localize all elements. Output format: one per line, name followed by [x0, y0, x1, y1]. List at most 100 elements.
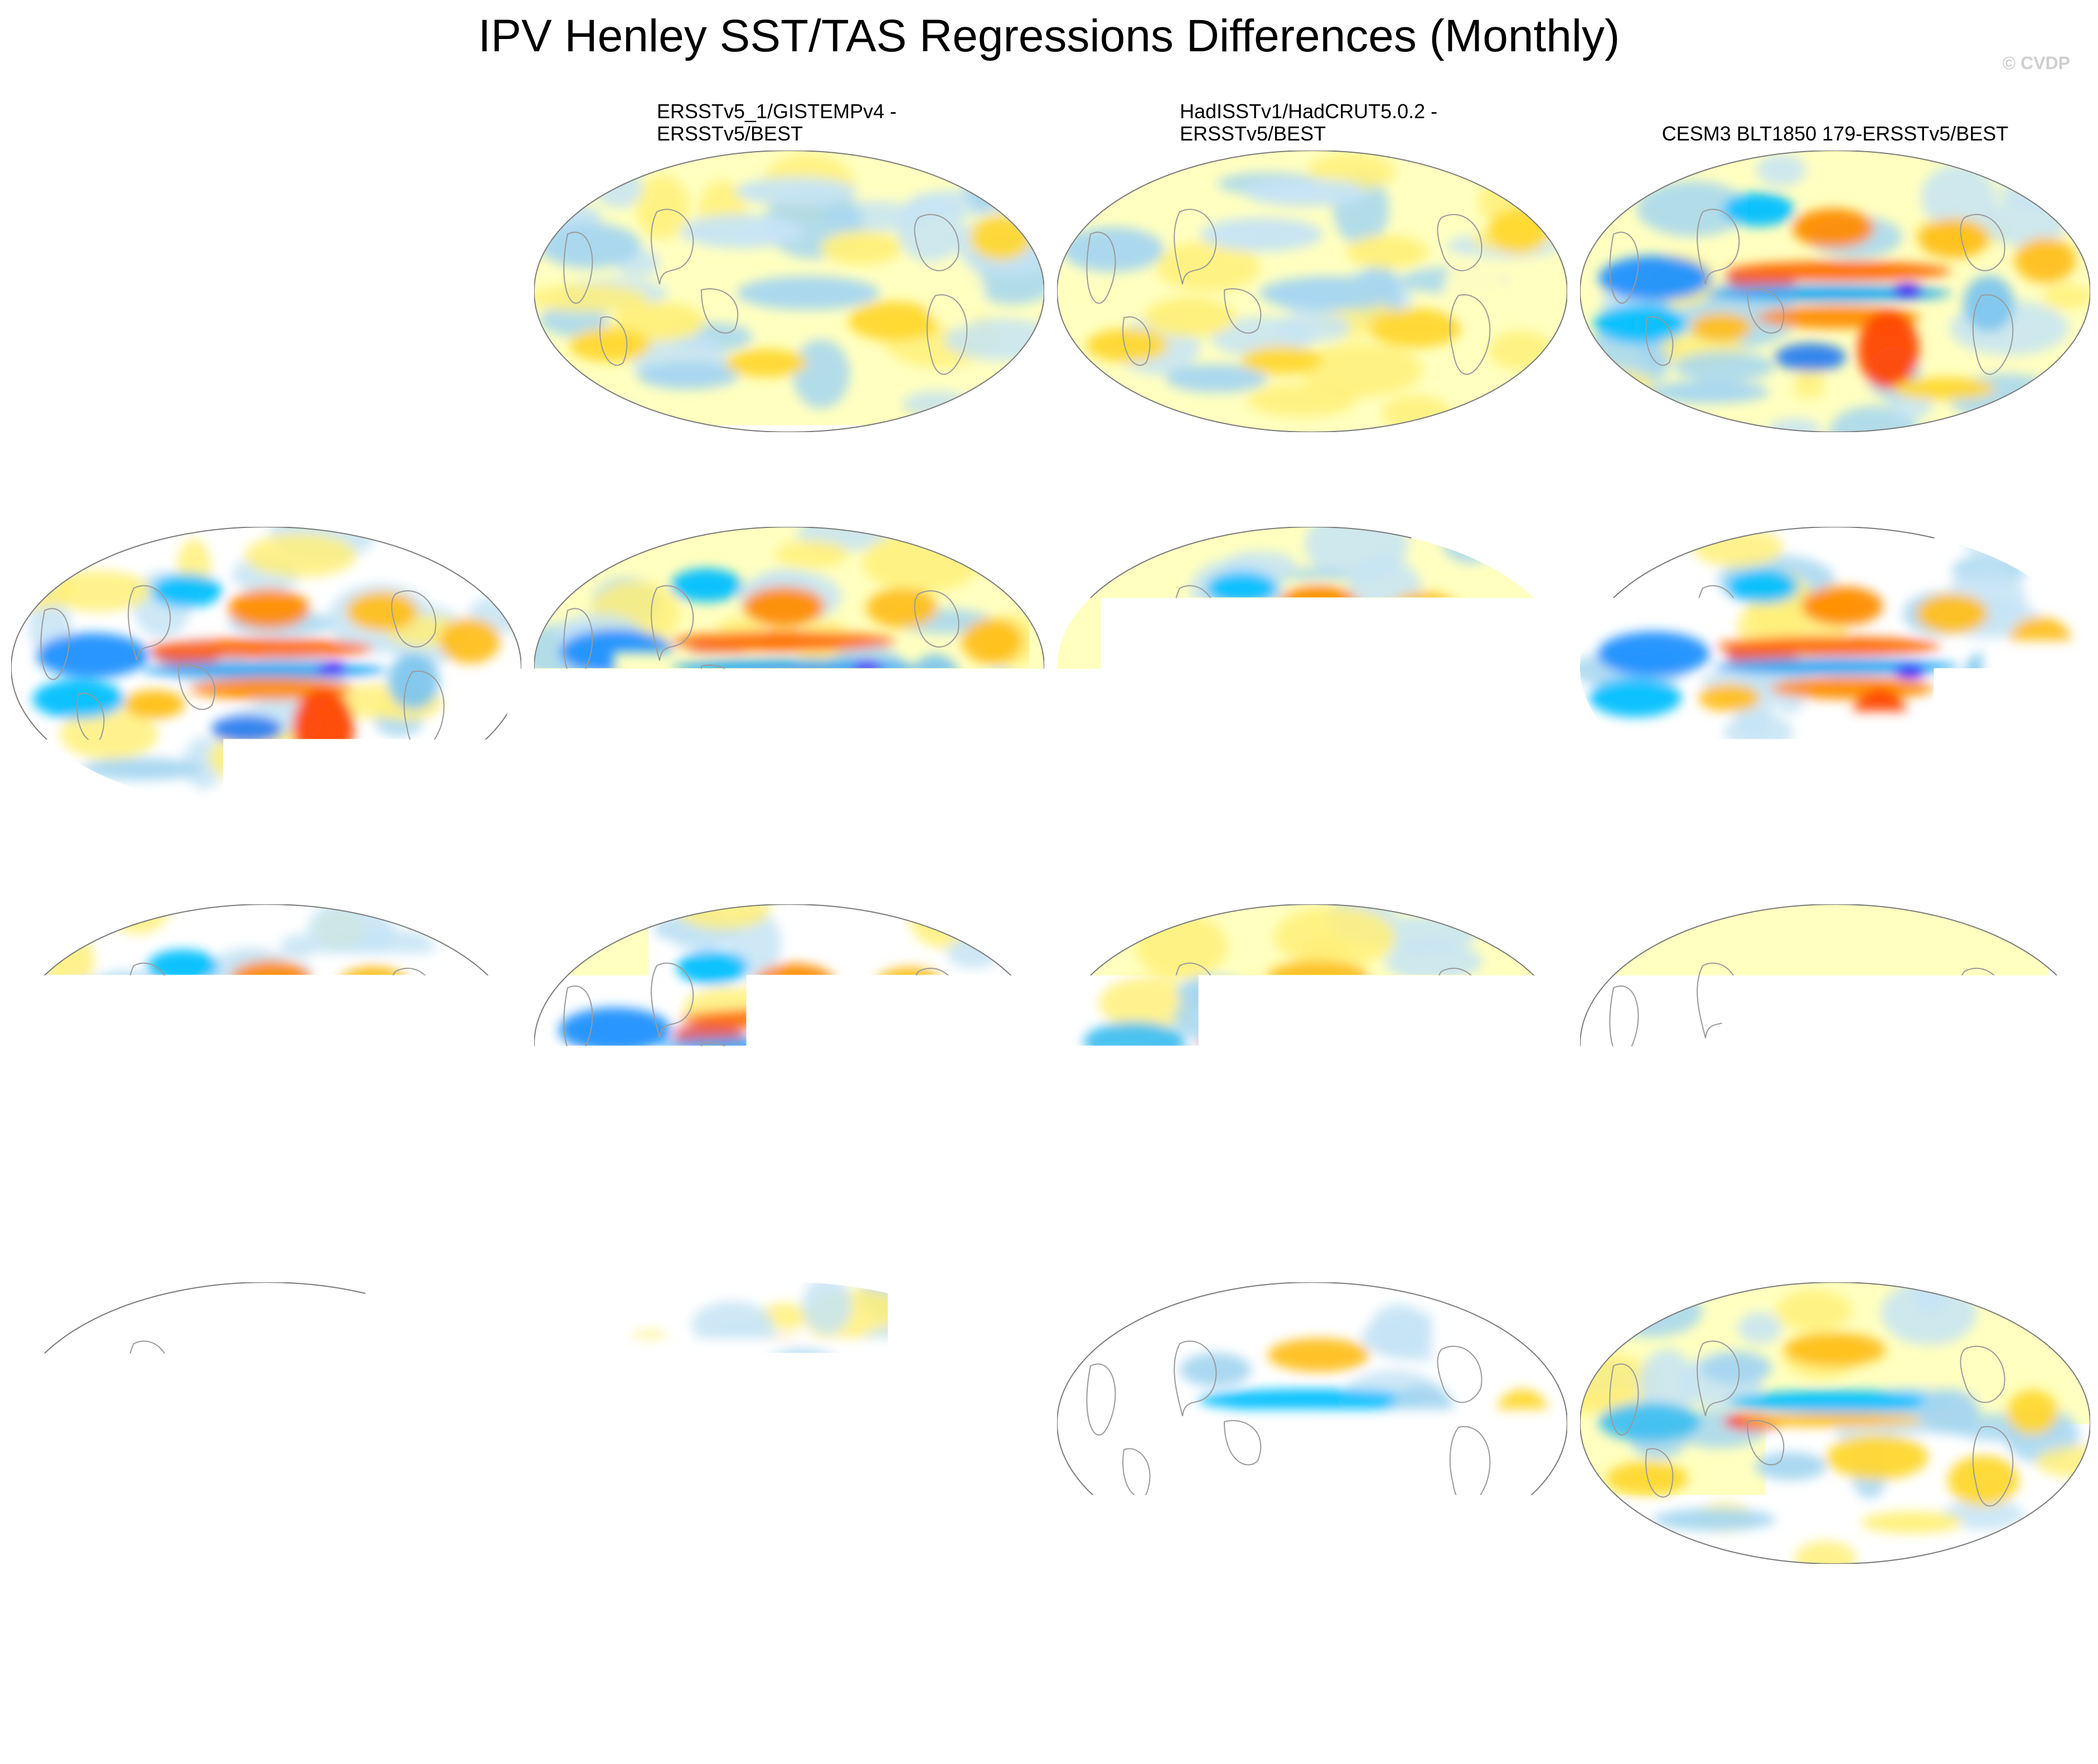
colorbar-tick-label: 0	[1040, 1683, 1058, 1721]
anomaly-patch	[2055, 1301, 2090, 1346]
anomaly-blob	[1780, 955, 1882, 989]
anomaly-blob	[821, 231, 902, 265]
anomaly-blob	[1740, 1413, 1923, 1427]
map-panel	[1057, 1282, 1567, 1564]
anomaly-blob	[1849, 689, 1911, 768]
colorbar-box	[471, 1645, 520, 1674]
anomaly-blob	[32, 679, 124, 719]
anomaly-blob	[1331, 1514, 1433, 1537]
anomaly-blob	[1205, 1017, 1430, 1039]
colorbar-tick-label: 0.3	[1122, 1683, 1169, 1721]
anomaly-patch	[1674, 351, 1775, 382]
map-panel	[1580, 904, 2090, 1186]
anomaly-blob	[873, 967, 944, 1007]
anomaly-patch	[1776, 1290, 1852, 1332]
anomaly-blob	[23, 1058, 115, 1098]
anomaly-blob	[148, 1033, 393, 1050]
colorbar-box	[905, 1645, 953, 1674]
anomaly-patch	[201, 1526, 288, 1564]
anomaly-blob	[553, 1458, 634, 1492]
anomaly-blob	[852, 661, 883, 675]
anomaly-blob	[569, 328, 650, 362]
colorbar-units-label: C/C	[375, 1718, 1724, 1757]
colorbar-box	[1579, 1645, 1628, 1674]
anomaly-blob	[1308, 1437, 1410, 1482]
anomaly-blob	[1492, 1011, 1543, 1057]
anomaly-blob	[1918, 1389, 1980, 1434]
anomaly-blob	[1422, 1076, 1494, 1127]
anomaly-blob	[1085, 635, 1197, 680]
anomaly-blob	[1653, 1508, 1776, 1530]
anomaly-blob	[323, 753, 425, 776]
map-panel	[1580, 1282, 2090, 1564]
anomaly-blob	[1228, 1070, 1299, 1099]
anomaly-blob	[250, 1433, 352, 1479]
anomaly-blob	[1826, 1435, 1929, 1480]
anomaly-patch	[1988, 151, 2026, 180]
anomaly-blob	[737, 276, 879, 310]
anomaly-blob	[346, 592, 418, 631]
anomaly-patch	[11, 1134, 54, 1182]
anomaly-blob	[1278, 585, 1359, 625]
anomaly-blob	[81, 1129, 203, 1151]
anomaly-patch	[20, 546, 60, 593]
anomaly-blob	[1964, 650, 2015, 706]
anomaly-patch	[48, 904, 129, 927]
colorbar-box	[1049, 1645, 1098, 1674]
colorbar-box	[423, 1645, 471, 1674]
anomaly-blob	[1129, 1507, 1252, 1529]
anomaly-blob	[903, 1454, 974, 1505]
anomaly-blob	[178, 1413, 362, 1427]
anomaly-blob	[1755, 1073, 1826, 1101]
anomaly-blob	[1073, 1084, 1155, 1118]
anomaly-patch	[1057, 531, 1126, 571]
anomaly-blob	[1491, 614, 1552, 660]
colorbar-box	[1001, 1645, 1050, 1674]
anomaly-blob	[150, 1012, 375, 1032]
anomaly-blob	[1727, 569, 1798, 603]
anomaly-blob	[1792, 209, 1874, 248]
anomaly-blob	[290, 1509, 393, 1532]
anomaly-blob	[1915, 1009, 1976, 1054]
anomaly-patch	[1600, 1286, 1702, 1337]
anomaly-patch	[1756, 154, 1806, 186]
anomaly-blob	[174, 1455, 245, 1483]
anomaly-blob	[147, 949, 219, 983]
panel-title: CESM3 BLT1850 179-ERSSTv5/BEST	[1580, 123, 2090, 145]
anomaly-blob	[222, 1332, 324, 1366]
map-panels: ERSSTv5_1/GISTEMPv4 - ERSSTv5/BEST HadISS…	[0, 0, 2098, 1617]
anomaly-blob	[1370, 308, 1462, 348]
anomaly-blob	[971, 1385, 1022, 1431]
anomaly-blob	[149, 638, 374, 658]
anomaly-blob	[228, 589, 309, 628]
anomaly-blob	[1893, 377, 1995, 400]
anomaly-blob	[677, 951, 748, 985]
anomaly-patch	[1500, 1522, 1542, 1564]
colorbar-box	[1242, 1645, 1291, 1674]
anomaly-blob	[388, 653, 439, 710]
anomaly-blob	[970, 215, 1031, 260]
anomaly-patch	[1693, 528, 1783, 568]
anomaly-blob	[607, 1129, 729, 1151]
anomaly-blob	[1241, 346, 1322, 375]
anomaly-blob	[35, 1406, 137, 1446]
colorbar-box	[953, 1645, 1001, 1674]
map-panel	[11, 904, 521, 1186]
anomaly-blob	[962, 619, 1023, 664]
anomaly-blob	[325, 1042, 356, 1056]
colorbar-tick-label: -0.6	[828, 1683, 885, 1721]
anomaly-blob	[1700, 1351, 1772, 1385]
map-panel	[534, 1282, 1044, 1564]
colorbar-tick-label: 1.2	[1412, 1683, 1458, 1721]
anomaly-blob	[202, 1058, 366, 1080]
anomaly-blob	[1488, 209, 1549, 254]
colorbar-tick-label: -1.8	[442, 1683, 500, 1721]
colorbar-box	[1290, 1645, 1339, 1674]
map-panel	[11, 527, 521, 808]
anomaly-patch	[736, 739, 803, 803]
map-panel	[1057, 151, 1567, 432]
map-panel	[1057, 527, 1567, 808]
colorbar-tick-label: -1.5	[539, 1683, 596, 1721]
anomaly-blob	[130, 1348, 202, 1382]
anomaly-patch	[1001, 1502, 1036, 1564]
